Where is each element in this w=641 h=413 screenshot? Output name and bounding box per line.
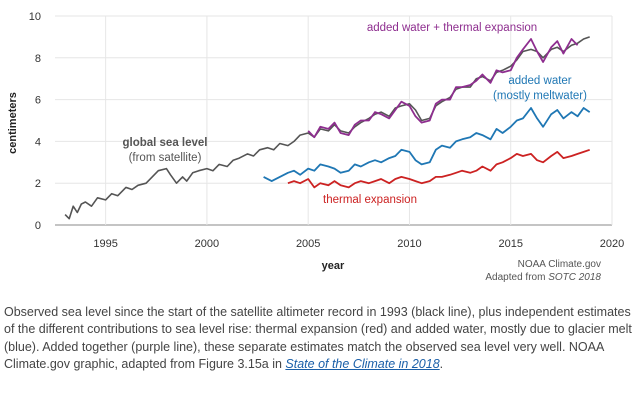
- y-tick-label: 2: [35, 178, 41, 190]
- y-tick-label: 0: [35, 220, 41, 232]
- gridlines: [55, 15, 613, 226]
- credit-italic: SOTC 2018: [548, 272, 601, 283]
- series-line-sum: [307, 38, 579, 139]
- x-tick-label: 1995: [93, 238, 117, 250]
- series-lines: [64, 36, 591, 220]
- series-line-water: [263, 107, 591, 182]
- x-tick-label: 2015: [498, 238, 522, 250]
- credit-line1: NOAA Climate.gov: [518, 259, 601, 270]
- sea-level-chart: 0 2 4 6 8 10 1995 2000 2005 2010 2015 2020 centime…: [7, 11, 624, 283]
- credit-prefix: Adapted from: [485, 272, 548, 283]
- annotation-sum: added water + thermal expansion: [367, 22, 537, 34]
- x-tick-label: 2005: [296, 238, 320, 250]
- annotation-global-line1: global sea level: [122, 137, 207, 149]
- annotation-thermal: thermal expansion: [323, 194, 417, 206]
- caption-link[interactable]: State of the Climate in 2018: [285, 357, 440, 372]
- annotation-global-line2: (from satellite): [129, 152, 202, 164]
- y-axis-title: centimeters: [7, 92, 19, 154]
- y-tick-labels: 0 2 4 6 8 10: [29, 11, 41, 232]
- caption-end: .: [439, 357, 444, 372]
- x-tick-label: 2010: [397, 238, 421, 250]
- caption-text: Observed sea level since the start of th…: [4, 305, 632, 372]
- x-tick-label: 2000: [195, 238, 219, 250]
- y-tick-label: 8: [35, 53, 41, 65]
- x-tick-labels: 1995 2000 2005 2010 2015 2020: [93, 238, 624, 250]
- series-line-thermal: [287, 148, 590, 189]
- credit-line2: Adapted from SOTC 2018: [485, 272, 601, 283]
- figure-caption: Observed sea level since the start of th…: [4, 304, 636, 374]
- y-tick-label: 4: [35, 136, 41, 148]
- y-tick-label: 10: [29, 11, 41, 23]
- x-axis-title: year: [322, 260, 345, 272]
- annotation-water-line2: (mostly meltwater): [493, 90, 587, 102]
- x-tick-label: 2020: [600, 238, 624, 250]
- annotation-water-line1: added water: [508, 75, 571, 87]
- chart-area: 0 2 4 6 8 10 1995 2000 2005 2010 2015 2020 centime…: [7, 11, 624, 283]
- y-tick-label: 6: [35, 95, 41, 107]
